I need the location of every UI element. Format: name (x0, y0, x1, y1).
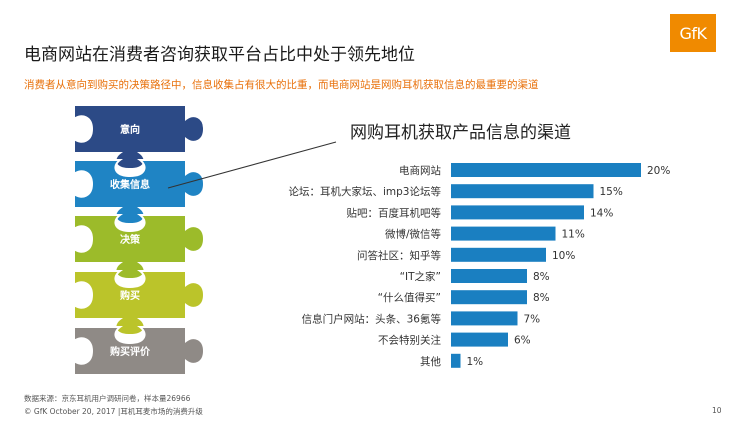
bar (451, 269, 527, 283)
category-label: 电商网站 (399, 164, 441, 177)
category-label: 信息门户网站：头条、36氪等 (302, 312, 442, 325)
category-label: “IT之家” (400, 270, 441, 283)
category-label: 不会特别关注 (378, 334, 441, 347)
value-label: 6% (514, 335, 531, 347)
value-label: 8% (533, 292, 550, 304)
puzzle-piece-label: 决策 (120, 233, 141, 246)
category-label: 微博/微信等 (385, 228, 442, 241)
category-label: “什么值得买” (378, 291, 441, 304)
bar (451, 332, 508, 347)
bar (451, 226, 556, 241)
bar (451, 311, 518, 326)
value-label: 15% (600, 186, 623, 198)
puzzle-piece: 购买 (73, 270, 206, 337)
puzzle-piece: 收集信息 (73, 159, 206, 226)
page-title: 电商网站在消费者咨询获取平台占比中处于领先地位 (24, 45, 415, 65)
category-label: 问答社区：知乎等 (357, 249, 441, 262)
value-label: 10% (552, 250, 575, 262)
callout-line (167, 141, 337, 189)
copyright-note: © GfK October 20, 2017 |耳机耳麦市场的消费升级 (24, 407, 203, 416)
value-label: 7% (524, 313, 541, 325)
value-label: 11% (562, 229, 585, 241)
category-label: 贴吧：百度耳机吧等 (347, 206, 442, 219)
puzzle-piece-label: 意向 (120, 123, 140, 136)
data-source-note: 数据来源：京东耳机用户调研问卷，样本量26966 (24, 394, 191, 403)
bar (451, 290, 527, 305)
value-label: 14% (590, 207, 613, 219)
bar (451, 163, 641, 177)
puzzle-piece-shape (73, 159, 206, 226)
puzzle-piece-shape (73, 270, 206, 337)
bar (451, 184, 594, 199)
category-label: 其他 (420, 355, 441, 368)
puzzle-piece: 决策 (73, 214, 206, 281)
puzzle-piece-shape (73, 214, 206, 281)
chart-title: 网购耳机获取产品信息的渠道 (350, 123, 571, 143)
puzzle-piece-label: 购买 (120, 289, 140, 302)
bar (451, 247, 546, 262)
bar (451, 353, 461, 368)
puzzle-piece-shape (73, 104, 206, 171)
puzzle-piece: 意向 (73, 104, 206, 171)
puzzle-piece-label: 购买评价 (110, 345, 151, 358)
value-label: 8% (533, 271, 550, 283)
bar (451, 205, 584, 220)
value-label: 20% (647, 165, 670, 177)
page-subtitle: 消费者从意向到购买的决策路径中，信息收集占有很大的比重，而电商网站是网购耳机获取… (24, 79, 539, 91)
puzzle-piece-shape (73, 326, 206, 376)
value-label: 1% (467, 356, 484, 368)
category-label: 论坛：耳机大家坛、imp3论坛等 (289, 185, 442, 198)
gfk-logo: GfK (670, 14, 716, 52)
puzzle-piece-label: 收集信息 (110, 178, 150, 191)
page-number: 10 (712, 406, 722, 415)
puzzle-piece: 购买评价 (73, 326, 206, 376)
